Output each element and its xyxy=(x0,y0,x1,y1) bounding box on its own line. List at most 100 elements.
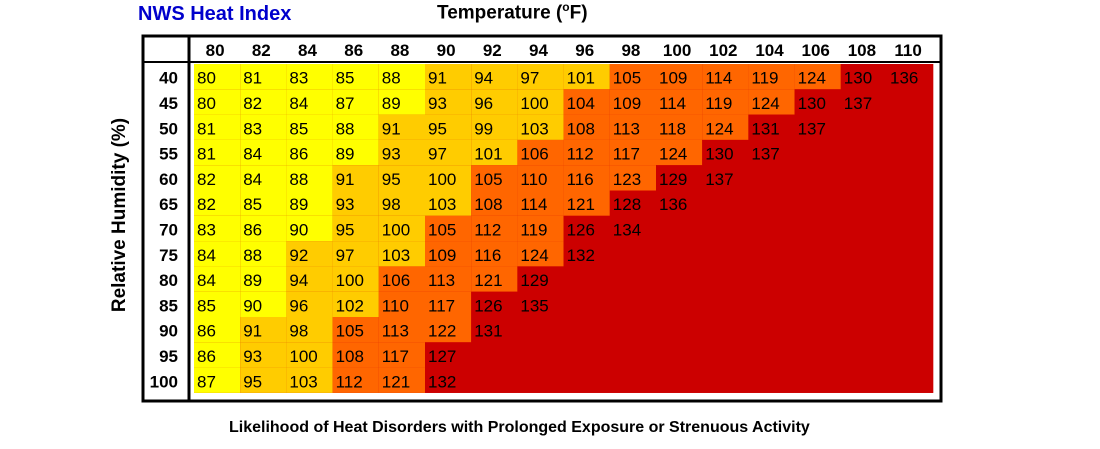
heat-cell xyxy=(517,114,564,140)
heat-cell xyxy=(425,139,472,166)
heat-cell xyxy=(702,114,749,140)
heat-cell xyxy=(748,367,795,393)
cell-value-label: 81 xyxy=(243,69,262,88)
heat-cell xyxy=(794,139,841,166)
cell-value-label: 84 xyxy=(243,170,262,189)
heat-cell xyxy=(656,317,703,343)
temperature-tick-label: 98 xyxy=(621,41,640,60)
cell-value-label: 108 xyxy=(474,195,502,214)
heat-cell xyxy=(425,215,472,242)
cell-value-label: 83 xyxy=(289,69,308,88)
heat-cell xyxy=(794,266,841,292)
heat-cell xyxy=(656,266,703,292)
heat-cell xyxy=(748,291,795,317)
temperature-tick-label: 94 xyxy=(529,41,548,60)
cell-value-label: 105 xyxy=(474,170,502,189)
cell-value-label: 131 xyxy=(751,119,779,138)
cell-value-label: 137 xyxy=(751,145,779,164)
heat-cell xyxy=(194,291,241,317)
cell-value-label: 116 xyxy=(567,170,594,189)
cell-value-label: 96 xyxy=(289,296,308,315)
humidity-tick-label: 45 xyxy=(159,94,178,113)
cell-value-label: 82 xyxy=(243,94,262,113)
cell-value-label: 98 xyxy=(289,322,308,341)
heat-cell xyxy=(194,215,241,242)
temperature-tick-label: 80 xyxy=(206,41,225,60)
heat-cell xyxy=(286,64,333,90)
heat-cell xyxy=(517,291,564,317)
heat-cell xyxy=(332,215,379,242)
cell-value-label: 105 xyxy=(336,322,364,341)
cell-value-label: 83 xyxy=(243,119,262,138)
heat-cell xyxy=(702,190,749,216)
cell-value-label: 86 xyxy=(197,322,216,341)
x-axis-title-text: Temperature ( xyxy=(437,2,563,24)
heat-cell xyxy=(194,367,241,393)
cell-value-label: 110 xyxy=(382,296,409,315)
heat-cell xyxy=(471,215,518,242)
heat-cell xyxy=(332,165,379,191)
heat-cell xyxy=(656,190,703,216)
heat-cell xyxy=(332,342,379,368)
heat-cell xyxy=(609,165,656,191)
heat-cell xyxy=(471,291,518,317)
cell-value-label: 130 xyxy=(844,69,872,88)
cell-value-label: 128 xyxy=(613,195,641,214)
heat-cell xyxy=(887,215,934,242)
cell-value-label: 89 xyxy=(336,145,355,164)
cell-value-label: 89 xyxy=(243,271,262,290)
cell-value-label: 100 xyxy=(289,347,317,366)
heat-cell xyxy=(517,165,564,191)
cell-value-label: 127 xyxy=(428,347,456,366)
heat-cell xyxy=(563,215,610,242)
heat-cell xyxy=(748,342,795,368)
heat-cell xyxy=(471,190,518,216)
cell-value-label: 97 xyxy=(428,145,447,164)
heat-cell xyxy=(286,241,333,267)
heat-cell xyxy=(887,266,934,292)
cell-value-label: 114 xyxy=(520,195,547,214)
heat-cell xyxy=(748,114,795,140)
cell-value-label: 100 xyxy=(428,170,456,189)
cell-value-label: 132 xyxy=(428,372,456,391)
heat-cell xyxy=(194,266,241,292)
heat-cell xyxy=(471,64,518,90)
heat-cell xyxy=(656,342,703,368)
cell-value-label: 100 xyxy=(520,94,548,113)
cell-value-label: 98 xyxy=(382,195,401,214)
cell-value-label: 103 xyxy=(520,119,548,138)
cell-value-label: 137 xyxy=(798,119,826,138)
humidity-tick-label: 90 xyxy=(159,322,178,341)
heat-cell xyxy=(702,291,749,317)
heat-cell xyxy=(563,342,610,368)
cell-value-label: 124 xyxy=(751,94,779,113)
heat-cell xyxy=(887,241,934,267)
cell-value-label: 97 xyxy=(336,246,355,265)
temperature-tick-label: 106 xyxy=(802,41,830,60)
heat-cell xyxy=(378,317,425,343)
heat-cell xyxy=(378,367,425,393)
cell-value-label: 126 xyxy=(474,296,502,315)
cell-value-label: 93 xyxy=(382,145,401,164)
temperature-tick-label: 90 xyxy=(437,41,456,60)
heat-cell xyxy=(794,317,841,343)
cell-value-label: 92 xyxy=(289,246,308,265)
cell-value-label: 104 xyxy=(567,94,595,113)
heat-cell xyxy=(609,367,656,393)
temperature-tick-label: 110 xyxy=(894,41,921,60)
humidity-tick-label: 65 xyxy=(159,195,178,214)
heat-cell xyxy=(425,165,472,191)
cell-value-label: 95 xyxy=(382,170,401,189)
heat-cell xyxy=(517,190,564,216)
cell-value-label: 112 xyxy=(567,145,594,164)
heat-cell xyxy=(748,190,795,216)
heat-cell xyxy=(656,215,703,242)
heat-cell xyxy=(563,367,610,393)
cell-value-label: 85 xyxy=(197,296,216,315)
heat-cell xyxy=(332,317,379,343)
heat-cell xyxy=(563,165,610,191)
cell-value-label: 122 xyxy=(428,322,456,341)
cell-value-label: 117 xyxy=(428,296,455,315)
heat-cell xyxy=(517,367,564,393)
heat-cell xyxy=(794,165,841,191)
